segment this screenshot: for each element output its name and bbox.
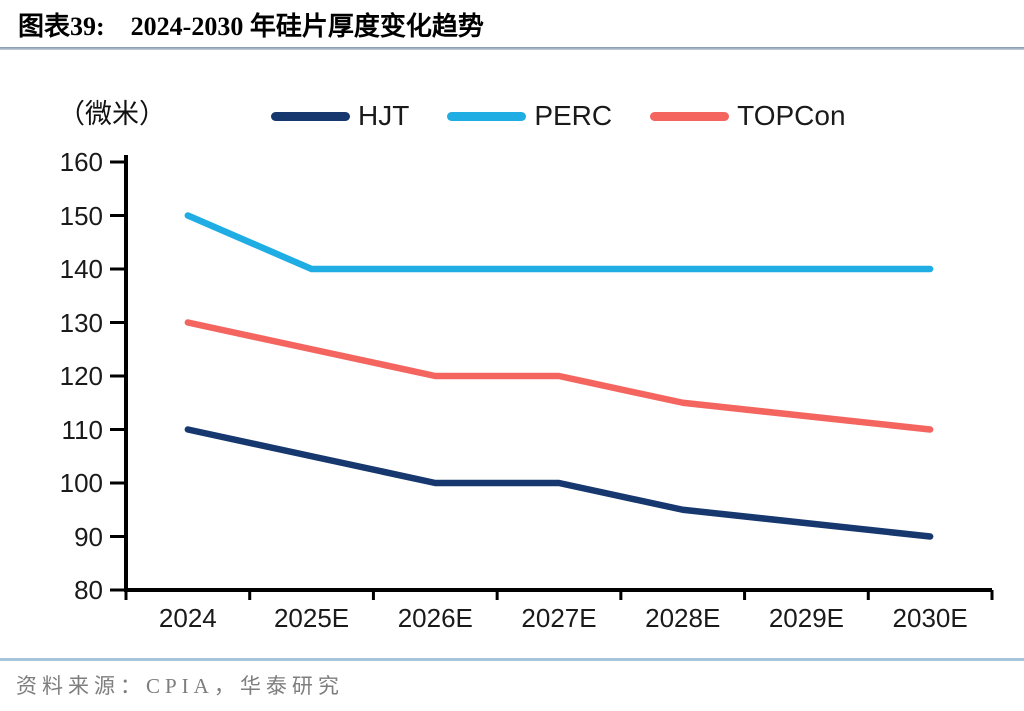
source-note: 资料来源：CPIA，华泰研究 bbox=[16, 674, 344, 698]
legend-swatch-icon bbox=[271, 111, 350, 121]
y-tick-label: 100 bbox=[59, 468, 103, 498]
footer-divider bbox=[0, 658, 1024, 661]
chart-title-row: 图表39: 2024-2030 年硅片厚度变化趋势 bbox=[18, 6, 484, 43]
legend-swatch-icon bbox=[650, 111, 730, 121]
x-tick-label: 2026E bbox=[397, 603, 473, 633]
x-tick-label: 2024 bbox=[158, 603, 217, 633]
x-tick-label: 2027E bbox=[521, 603, 597, 633]
legend-item-perc: PERC bbox=[447, 101, 612, 131]
x-tick-label: 2029E bbox=[768, 603, 845, 633]
y-tick-label: 160 bbox=[59, 147, 103, 177]
y-tick-label: 110 bbox=[61, 414, 103, 445]
y-tick-label: 120 bbox=[59, 361, 103, 391]
x-tick-label: 2030E bbox=[892, 603, 968, 633]
y-tick-label: 140 bbox=[59, 254, 103, 284]
legend-item-topcon: TOPCon bbox=[650, 100, 846, 131]
series-line-hjt bbox=[184, 426, 934, 540]
legend-label: TOPCon bbox=[737, 100, 846, 131]
chart-legend: HJT PERC TOPCon bbox=[271, 101, 846, 131]
legend-label: PERC bbox=[534, 100, 613, 131]
figure-number-label: 图表39: bbox=[18, 12, 105, 41]
legend-item-hjt: HJT bbox=[271, 101, 409, 131]
x-tick-label: 2025E bbox=[273, 603, 350, 633]
y-tick-label: 130 bbox=[59, 307, 103, 338]
title-divider bbox=[0, 47, 1024, 50]
y-tick-label: 80 bbox=[74, 575, 103, 605]
x-tick-label: 2028E bbox=[645, 603, 721, 633]
series-line-topcon bbox=[184, 319, 934, 433]
legend-swatch-icon bbox=[447, 111, 527, 121]
y-axis-unit-label: （微米） bbox=[58, 99, 166, 129]
y-tick-label: 90 bbox=[74, 521, 103, 552]
y-tick-label: 150 bbox=[59, 200, 103, 231]
page-title: 2024-2030 年硅片厚度变化趋势 bbox=[130, 12, 484, 41]
series-line-perc bbox=[184, 212, 934, 273]
legend-label: HJT bbox=[358, 100, 410, 131]
